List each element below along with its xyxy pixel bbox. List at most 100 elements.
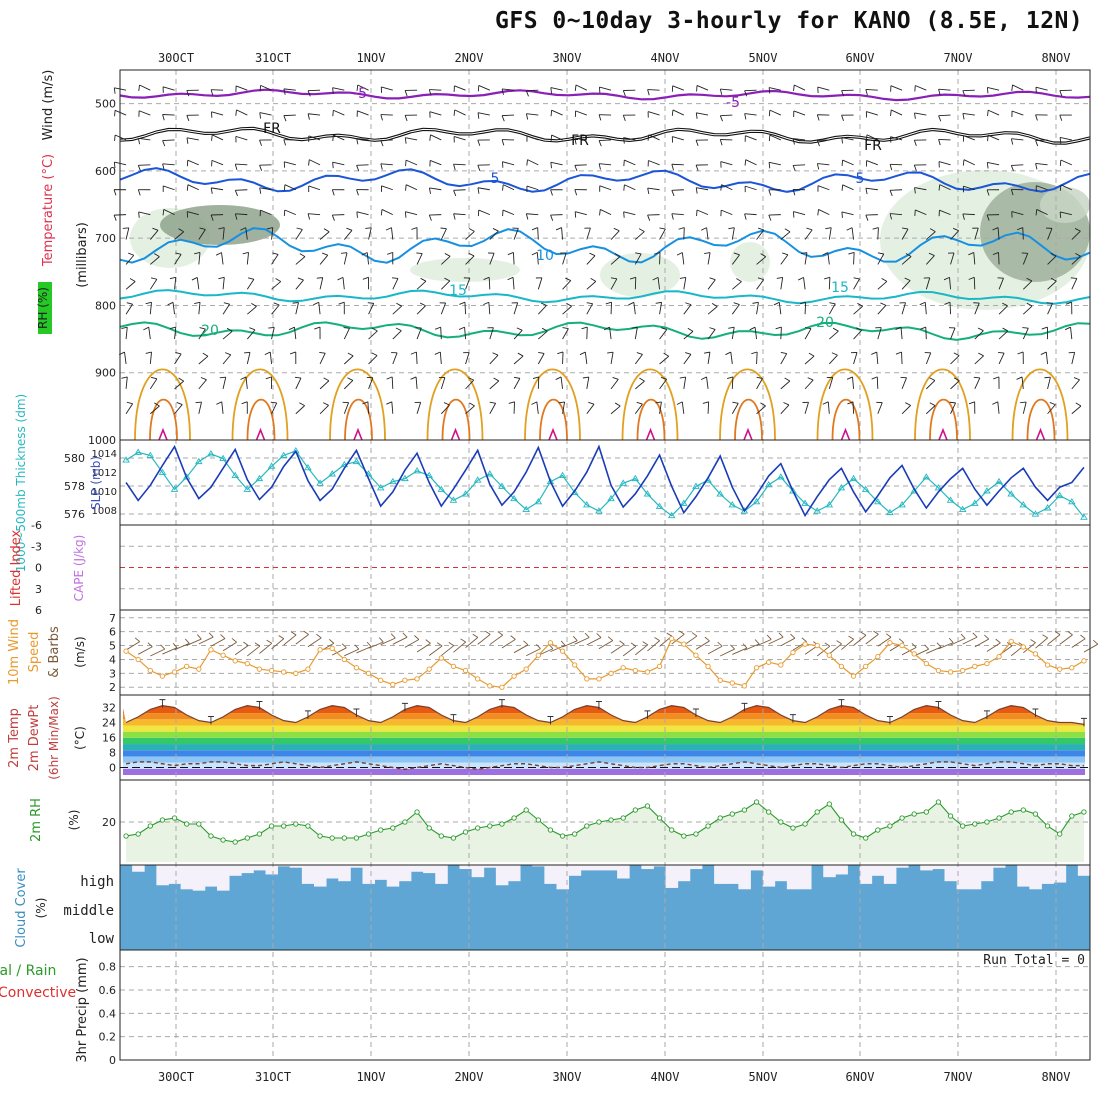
isotherm-line: [119, 289, 1091, 305]
wind-barb-flag: [841, 90, 845, 97]
wind10-point: [656, 663, 663, 670]
wind-barb-flag: [872, 227, 879, 230]
wind-barb: [671, 189, 684, 191]
rh2m-point: [741, 807, 748, 813]
wind-barb: [357, 110, 369, 116]
wind10-point: [208, 647, 214, 653]
wind-barb-flag: [995, 638, 1001, 644]
wind-barb-flag: [290, 631, 297, 636]
rh2m-point: [705, 823, 711, 829]
wind-barb: [489, 354, 499, 365]
wind-barb: [890, 163, 903, 166]
cloud-high-gap: [289, 865, 303, 868]
wind-barb: [1071, 379, 1080, 390]
rh2m-point: [790, 825, 796, 831]
wind-barb-flag: [914, 187, 916, 194]
wind-barb-flag: [889, 213, 892, 220]
wind-barb-flag: [775, 326, 782, 330]
wind-barb: [659, 302, 663, 315]
wind-barb-flag: [709, 327, 716, 330]
wind-barb: [744, 113, 757, 116]
wind-barb: [235, 163, 248, 166]
wind-barb-flag: [194, 252, 201, 255]
rh2m-point: [802, 821, 808, 827]
wind-barb-flag: [380, 140, 384, 147]
wind-barb-flag: [1075, 253, 1081, 257]
wind-barb: [465, 277, 471, 290]
wind-barb: [584, 352, 588, 365]
wind-barb: [853, 252, 855, 265]
wind-barb: [198, 252, 201, 265]
wind-barb: [925, 327, 927, 340]
wind-barb-flag: [319, 352, 326, 354]
thickness-point: [473, 476, 482, 483]
rh2m-point: [293, 821, 299, 827]
rh-fill: [126, 802, 1084, 862]
rh2m-point: [135, 831, 141, 837]
wind-barb-flag: [126, 401, 133, 405]
wind10-point: [281, 669, 287, 675]
wind-barb-flag: [425, 639, 431, 644]
wind-barb: [599, 185, 612, 191]
wind-barb: [1012, 84, 1024, 91]
wind10-point: [632, 667, 638, 674]
wind-barb: [1045, 352, 1049, 365]
wind-barb: [853, 634, 867, 646]
wind-barb-flag: [391, 277, 399, 279]
temp-minmax-marker: [207, 716, 214, 725]
wind-barb-flag: [987, 110, 989, 117]
wind-barb: [1036, 185, 1048, 191]
wind-barb: [950, 230, 960, 240]
wind-barb: [853, 329, 863, 340]
cloud-high-gap: [217, 865, 230, 891]
wind-barb-flag: [516, 327, 523, 331]
wind-barb-flag: [385, 227, 392, 231]
wind-barb-flag: [477, 139, 481, 146]
wind-barb-flag: [865, 89, 868, 96]
wind-barb: [672, 109, 685, 116]
diurnal-isotherm: [719, 368, 776, 441]
wind-barb-flag: [380, 114, 383, 121]
wind-barb-flag: [241, 401, 248, 405]
rh2m-point: [365, 831, 372, 837]
wind10-point: [584, 676, 590, 682]
date-label-bottom: 5NOV: [749, 1070, 778, 1084]
wind-barb: [174, 353, 182, 365]
wind-barb: [780, 637, 796, 647]
wind10-point: [899, 642, 905, 649]
wind-barb: [780, 231, 791, 240]
ylabel-speed: Speed: [27, 632, 42, 673]
wind-barb-flag: [283, 139, 287, 146]
wind-barb-flag: [477, 187, 480, 194]
wind-barb-flag: [768, 214, 772, 221]
thickness-point: [1055, 491, 1064, 499]
wind-barb-flag: [776, 277, 783, 279]
wind-barb: [876, 376, 879, 389]
wind-barb-flag: [913, 164, 917, 171]
wind-barb-flag: [671, 213, 674, 220]
wind-barb: [295, 405, 305, 415]
diurnal-isotherm: [426, 368, 484, 441]
diurnal-isotherm: [539, 398, 568, 441]
wind-barb: [744, 643, 760, 651]
wind-barb-flag: [841, 137, 844, 144]
wind-barb: [308, 213, 321, 216]
wind-barb: [513, 644, 529, 654]
thickness-point: [195, 457, 203, 465]
rh2m-point: [875, 827, 881, 833]
wind-barb: [998, 352, 1005, 365]
diurnal-isotherm: [929, 398, 958, 441]
wind-barb: [502, 209, 515, 216]
diurnal-isotherm: [734, 398, 763, 441]
wind-barb: [731, 403, 739, 414]
wind-barb-flag: [220, 634, 226, 639]
cloud-high-gap: [871, 865, 885, 876]
wind-barb: [599, 86, 612, 91]
wind-barb-flag: [332, 87, 334, 94]
thickness-point: [595, 507, 603, 514]
ylabel-rh-unit: (%): [67, 810, 81, 831]
wind-barb-flag: [857, 302, 863, 307]
wind-barb-flag: [1042, 634, 1048, 639]
wind-barb-flag: [386, 376, 393, 380]
wind10-point: [972, 663, 978, 670]
